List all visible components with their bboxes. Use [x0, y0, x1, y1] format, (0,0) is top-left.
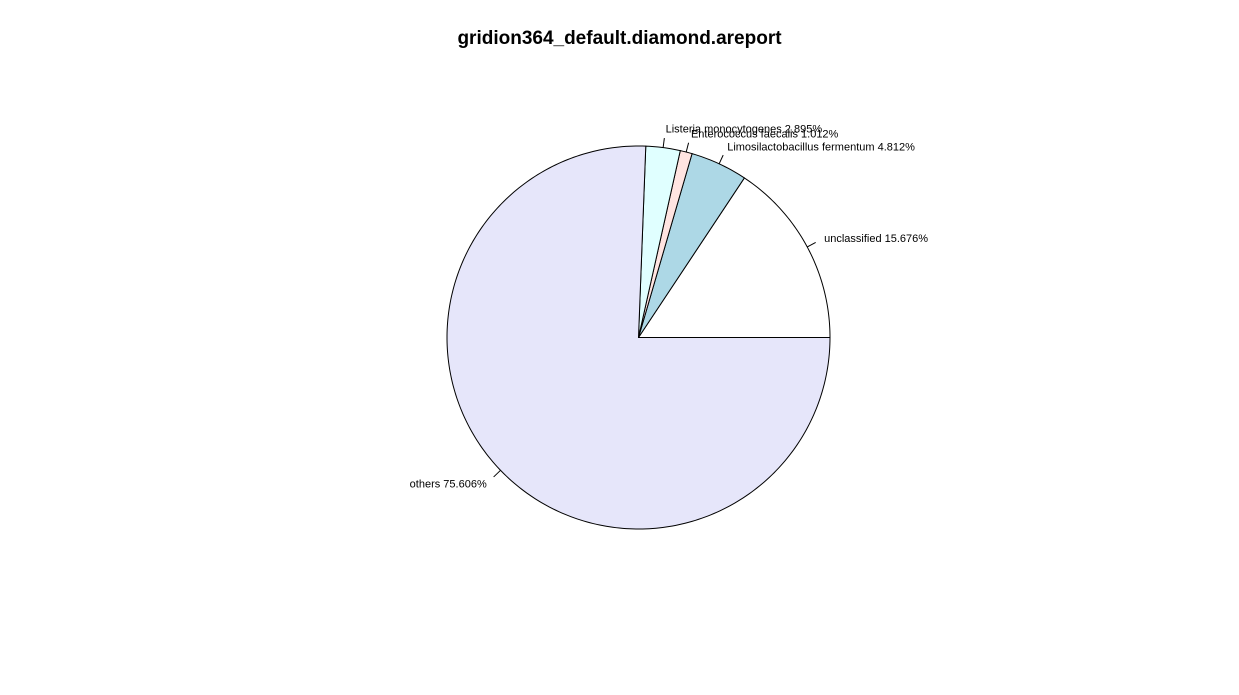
pie-label-4: others 75.606% — [410, 479, 487, 491]
pie-label-3: Listeria monocytogenes 2.895% — [666, 124, 823, 136]
pie-label-2: Enterococcus faecalis 1.012% — [691, 128, 839, 140]
pie-slice-4 — [446, 145, 831, 530]
pie-label-1: Limosilactobacillus fermentum 4.812% — [727, 141, 915, 153]
pie-tick-0 — [807, 241, 816, 248]
pie-tick-1 — [718, 154, 724, 165]
chart-title: gridion364_default.diamond.areport — [457, 28, 782, 49]
pie-tick-4 — [493, 469, 501, 478]
pie-slice-3 — [638, 145, 681, 338]
pie-slices — [446, 145, 831, 530]
pie-tick-2 — [685, 142, 690, 153]
pie-slice-0 — [637, 177, 831, 338]
pie-labels: unclassified 15.676% Limosilactobacillus … — [410, 124, 929, 491]
pie-label-0: unclassified 15.676% — [824, 233, 928, 245]
pie-tick-3 — [662, 138, 665, 148]
